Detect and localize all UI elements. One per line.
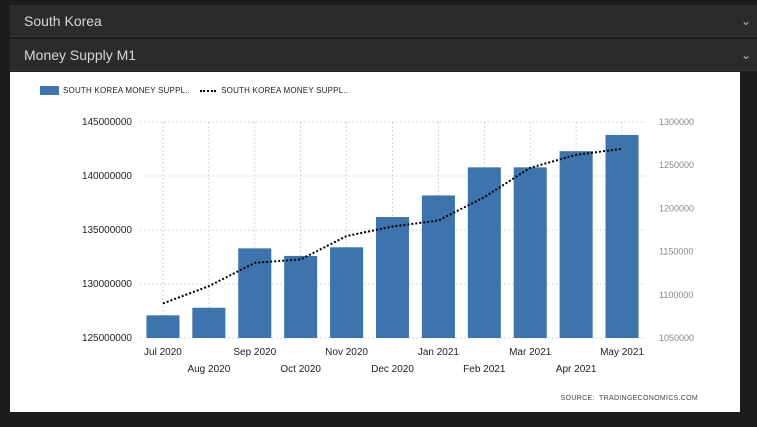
bar: [513, 167, 547, 338]
line-series: [162, 147, 623, 305]
bar: [146, 315, 180, 338]
y-left-tick-label: 125000000: [82, 333, 132, 344]
x-tick-label: Oct 2020: [280, 364, 321, 375]
y-right-tick-label: 1250000: [659, 160, 694, 170]
source-value: TRADINGECONOMICS.COM: [599, 395, 698, 402]
legend-line-label: SOUTH KOREA MONEY SUPPL..: [221, 86, 349, 95]
y-left-tick-label: 130000000: [82, 279, 132, 290]
y-right-tick-label: 1150000: [659, 247, 693, 257]
chart-source: SOURCE: TRADINGECONOMICS.COM: [561, 395, 698, 402]
y-right-tick-label: 1100000: [659, 290, 693, 300]
money-supply-chart: 145000000 140000000 135000000 130000000 1250…: [82, 117, 694, 375]
source-label: SOURCE:: [560, 395, 595, 402]
x-tick-label: Apr 2021: [556, 364, 597, 375]
x-tick-label: Sep 2020: [233, 347, 276, 358]
chart-legend: SOUTH KOREA MONEY SUPPL.. SOUTH KOREA MO…: [40, 86, 348, 95]
bar: [467, 167, 501, 338]
y-left-tick-label: 145000000: [82, 117, 132, 128]
bar: [559, 151, 593, 338]
indicator-dropdown[interactable]: Money Supply M1 ⌄: [10, 39, 757, 71]
x-tick-label: May 2021: [600, 347, 644, 358]
country-dropdown[interactable]: South Korea ⌄: [10, 5, 757, 37]
legend-bar-swatch: [40, 86, 59, 95]
bar: [192, 307, 226, 338]
chart-panel: SOUTH KOREA MONEY SUPPL.. SOUTH KOREA MO…: [10, 72, 740, 412]
bar: [330, 247, 364, 338]
chevron-down-icon: ⌄: [740, 48, 751, 62]
x-tick-label: Nov 2020: [325, 347, 368, 358]
x-tick-label: Dec 2020: [371, 364, 414, 375]
y-right-tick-label: 1300000: [659, 117, 694, 127]
y-left-tick-label: 135000000: [82, 225, 132, 236]
x-tick-label: Jul 2020: [144, 347, 182, 358]
legend-line-swatch: [200, 89, 217, 92]
indicator-dropdown-label: Money Supply M1: [24, 47, 137, 63]
y-left-tick-label: 140000000: [82, 171, 132, 182]
bar: [284, 255, 318, 338]
y-right-tick-label: 1050000: [659, 333, 694, 343]
y-right-tick-label: 1200000: [659, 203, 694, 213]
x-tick-label: Mar 2021: [509, 347, 552, 358]
chevron-down-icon: ⌄: [740, 14, 751, 28]
legend-bar-label: SOUTH KOREA MONEY SUPPL..: [63, 86, 191, 95]
x-tick-label: Jan 2021: [418, 347, 460, 358]
x-tick-label: Feb 2021: [463, 364, 506, 375]
x-tick-label: Aug 2020: [187, 364, 230, 375]
bar: [605, 134, 639, 338]
bar: [375, 217, 410, 338]
bar: [421, 195, 455, 338]
country-dropdown-label: South Korea: [24, 13, 102, 29]
